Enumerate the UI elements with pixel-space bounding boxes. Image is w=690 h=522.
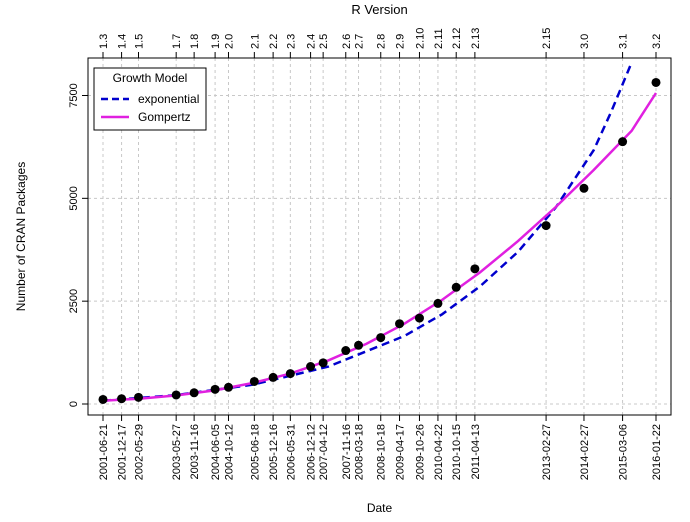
x-tick-label: 2005-12-16 bbox=[268, 424, 280, 480]
top-axis-title: R Version bbox=[351, 2, 407, 17]
top-tick-label: 2.10 bbox=[414, 28, 426, 49]
x-axis-title: Date bbox=[367, 501, 393, 515]
x-tick-label: 2014-02-27 bbox=[579, 424, 591, 480]
data-point bbox=[451, 282, 461, 292]
data-point bbox=[285, 369, 295, 379]
x-tick-label: 2001-12-17 bbox=[117, 424, 129, 480]
x-tick-label: 2015-03-06 bbox=[618, 424, 630, 480]
x-tick-label: 2003-11-16 bbox=[189, 424, 201, 479]
data-point bbox=[354, 340, 364, 350]
top-tick-label: 2.7 bbox=[354, 34, 366, 49]
x-tick-label: 2016-01-22 bbox=[651, 424, 663, 480]
x-tick-label: 2004-10-12 bbox=[223, 424, 235, 480]
legend: Growth Model exponential Gompertz bbox=[93, 67, 207, 131]
y-tick-label: 5000 bbox=[68, 186, 80, 210]
data-point bbox=[223, 382, 233, 392]
top-tick-label: 2.12 bbox=[451, 28, 463, 49]
top-tick-label: 3.2 bbox=[651, 34, 663, 49]
top-tick-label: 3.1 bbox=[618, 34, 630, 49]
x-tick-label: 2009-04-17 bbox=[395, 424, 407, 480]
data-point bbox=[210, 384, 220, 394]
data-points bbox=[98, 77, 661, 404]
data-point bbox=[133, 392, 143, 402]
x-tick-label: 2010-04-22 bbox=[433, 424, 445, 480]
data-point bbox=[341, 346, 351, 356]
x-tick-label: 2006-12-12 bbox=[306, 424, 318, 480]
x-tick-label: 2011-04-13 bbox=[470, 424, 482, 479]
top-tick-label: 2.5 bbox=[318, 34, 330, 49]
top-tick-label: 2.15 bbox=[541, 28, 553, 49]
data-point bbox=[651, 77, 661, 87]
x-tick-label: 2010-10-15 bbox=[451, 424, 463, 480]
top-tick-label: 2.3 bbox=[285, 34, 297, 49]
x-tick-label: 2009-10-26 bbox=[414, 424, 426, 480]
data-point bbox=[98, 394, 108, 404]
x-tick-label: 2007-11-16 bbox=[341, 424, 353, 479]
top-tick-label: 1.5 bbox=[133, 34, 145, 49]
x-tick-label: 2007-04-12 bbox=[318, 424, 330, 480]
x-tick-label: 2001-06-21 bbox=[98, 424, 110, 480]
top-tick-label: 2.4 bbox=[306, 34, 318, 49]
top-tick-label: 2.8 bbox=[376, 34, 388, 49]
top-tick-label: 2.6 bbox=[341, 34, 353, 49]
top-tick-label: 2.9 bbox=[395, 34, 407, 49]
x-tick-label: 2002-05-29 bbox=[133, 424, 145, 480]
data-point bbox=[171, 390, 181, 400]
legend-label-gompertz: Gompertz bbox=[138, 110, 191, 124]
y-tick-label: 0 bbox=[68, 401, 80, 407]
top-tick-label: 1.7 bbox=[171, 34, 183, 49]
data-point bbox=[395, 319, 405, 329]
data-point bbox=[579, 183, 589, 193]
y-tick-label: 2500 bbox=[68, 289, 80, 313]
data-point bbox=[306, 362, 316, 372]
data-point bbox=[117, 394, 127, 404]
data-point bbox=[376, 333, 386, 343]
top-tick-label: 2.11 bbox=[433, 28, 445, 49]
data-point bbox=[470, 264, 480, 274]
y-tick-label: 7500 bbox=[68, 83, 80, 107]
top-tick-label: 2.13 bbox=[470, 28, 482, 49]
x-tick-label: 2008-10-18 bbox=[376, 424, 388, 480]
data-point bbox=[189, 388, 199, 398]
top-tick-label: 3.0 bbox=[579, 34, 591, 49]
data-point bbox=[618, 137, 628, 147]
x-tick-label: 2013-02-27 bbox=[541, 424, 553, 480]
x-tick-label: 2003-05-27 bbox=[171, 424, 183, 480]
legend-title: Growth Model bbox=[113, 71, 188, 85]
top-tick-label: 1.8 bbox=[189, 34, 201, 49]
top-tick-label: 2.0 bbox=[223, 34, 235, 49]
x-tick-label: 2008-03-18 bbox=[354, 424, 366, 480]
data-point bbox=[318, 358, 328, 368]
plot-area-border bbox=[87, 57, 672, 416]
data-point bbox=[541, 221, 551, 231]
top-tick-label: 2.2 bbox=[268, 34, 280, 49]
top-tick-label: 1.3 bbox=[98, 34, 110, 49]
x-tick-label: 2004-06-05 bbox=[210, 424, 222, 480]
x-tick-label: 2005-06-18 bbox=[249, 424, 261, 480]
top-tick-label: 1.4 bbox=[117, 34, 129, 49]
top-tick-label: 1.9 bbox=[210, 34, 222, 49]
axes: 2001-06-21 1.3 2001-12-17 1.4 2002-05-29 1.5 2… bbox=[68, 28, 663, 481]
data-point bbox=[268, 372, 278, 382]
x-tick-label: 2006-05-31 bbox=[285, 424, 297, 480]
data-point bbox=[414, 313, 424, 323]
data-point bbox=[433, 298, 443, 308]
top-tick-label: 2.1 bbox=[249, 34, 261, 49]
legend-label-exponential: exponential bbox=[138, 92, 199, 106]
series-line-gompertz bbox=[102, 92, 658, 402]
data-point bbox=[249, 376, 259, 386]
y-axis-title: Number of CRAN Packages bbox=[14, 162, 28, 311]
